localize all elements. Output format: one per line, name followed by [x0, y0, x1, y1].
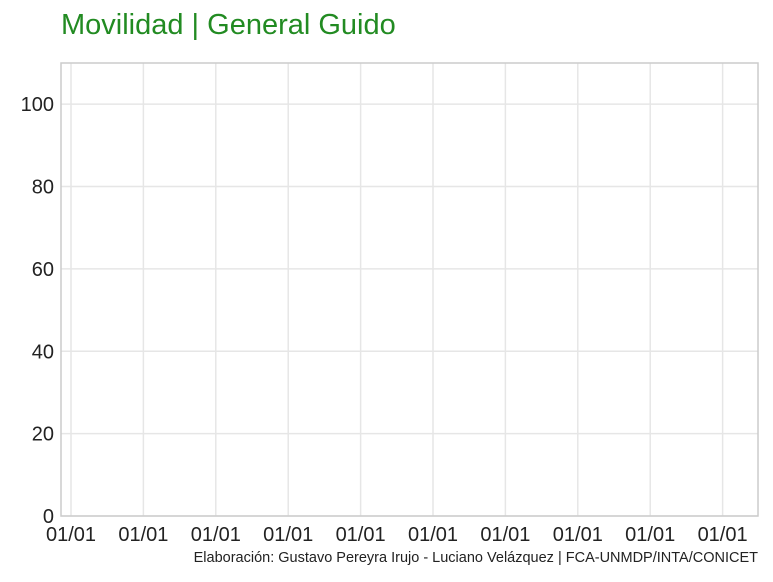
- x-tick-label: 01/01: [408, 524, 458, 546]
- grid-lines: [61, 63, 758, 517]
- source-caption: Elaboración: Gustavo Pereyra Irujo - Luc…: [193, 550, 758, 566]
- x-tick-label: 01/01: [625, 524, 675, 546]
- y-tick-label: 100: [21, 94, 54, 116]
- y-tick-label: 80: [32, 177, 54, 199]
- y-tick-labels: 0 20 40 60 80 100: [21, 94, 54, 528]
- x-tick-label: 01/01: [698, 524, 748, 546]
- x-tick-label: 01/01: [263, 524, 313, 546]
- y-tick-label: 0: [43, 506, 54, 528]
- x-tick-label: 01/01: [553, 524, 603, 546]
- y-tick-label: 60: [32, 259, 54, 281]
- y-tick-label: 20: [32, 424, 54, 446]
- x-tick-label: 01/01: [336, 524, 386, 546]
- x-tick-label: 01/01: [480, 524, 530, 546]
- x-tick-label: 01/01: [46, 524, 96, 546]
- x-tick-label: 01/01: [118, 524, 168, 546]
- x-tick-labels: 01/01 01/01 01/01 01/01 01/01 01/01 01/01 01/01…: [46, 524, 748, 546]
- plot-frame: [60, 62, 759, 517]
- chart-title: Movilidad | General Guido: [61, 9, 396, 41]
- y-tick-label: 40: [32, 341, 54, 363]
- x-tick-label: 01/01: [191, 524, 241, 546]
